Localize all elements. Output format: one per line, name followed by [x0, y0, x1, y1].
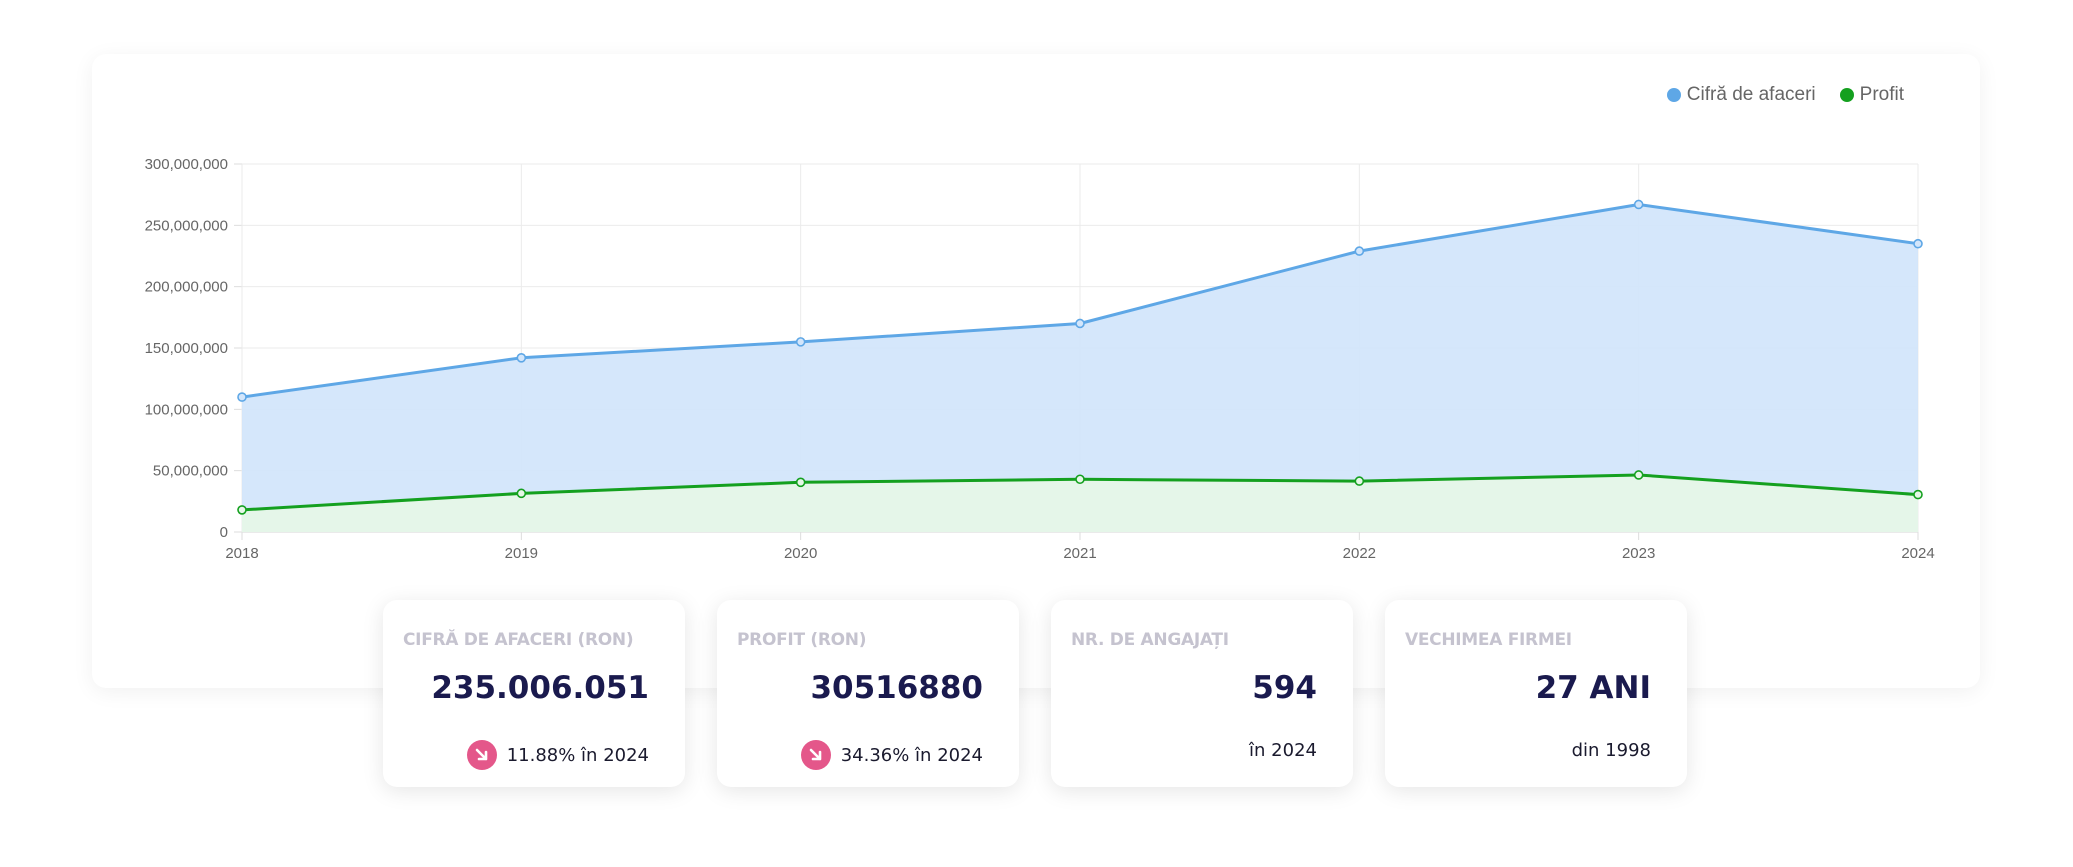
- stat-value: 27 ANI: [1535, 670, 1651, 706]
- y-tick-label: 150,000,000: [145, 340, 228, 357]
- y-tick-label: 0: [220, 524, 228, 541]
- data-point: [1633, 199, 1644, 210]
- chart-card: Cifră de afaceri Profit 0 50,000,000 100,0…: [92, 54, 1980, 688]
- data-point: [516, 353, 527, 363]
- stat-value: 30516880: [810, 670, 983, 706]
- data-point: [795, 477, 806, 488]
- stat-subtext: 11.88% în 2024: [466, 740, 649, 770]
- stat-value: 594: [1252, 670, 1317, 706]
- x-tick-label: 2019: [505, 545, 538, 562]
- area-chart: 0 50,000,000 100,000,000 150,000,000 200,000…: [145, 156, 1935, 562]
- data-point: [237, 505, 247, 515]
- stat-since-text: din 1998: [1571, 740, 1651, 761]
- x-tick-label: 2022: [1343, 545, 1376, 562]
- x-tick-label: 2018: [225, 545, 258, 562]
- x-tick-label: 2021: [1063, 545, 1096, 562]
- stat-trend-text: 34.36% în 2024: [840, 744, 983, 766]
- data-point: [1633, 470, 1644, 480]
- stat-title: NR. DE ANGAJAȚI: [1071, 630, 1229, 650]
- data-point: [1075, 318, 1085, 329]
- stat-subtext: 34.36% în 2024: [800, 740, 983, 770]
- y-tick-label: 200,000,000: [145, 279, 228, 296]
- x-tick-label: 2023: [1622, 545, 1655, 562]
- stat-card-employees: NR. DE ANGAJAȚI 594 în 2024: [1051, 600, 1353, 787]
- stat-title: VECHIMEA FIRMEI: [1405, 630, 1572, 650]
- series-area-0: [242, 204, 1918, 532]
- y-tick-label: 300,000,000: [145, 156, 228, 173]
- stat-title: PROFIT (RON): [737, 630, 867, 650]
- legend-dot-icon: [1666, 88, 1681, 102]
- stat-card-revenue: CIFRĂ DE AFACERI (RON) 235.006.051 11.88…: [383, 600, 685, 787]
- chart-legend: Cifră de afaceri Profit: [1666, 84, 1904, 106]
- data-point: [516, 488, 527, 499]
- data-point: [1354, 476, 1365, 486]
- data-point: [1354, 246, 1365, 256]
- legend-label-revenue: Cifră de afaceri: [1686, 84, 1816, 105]
- arrow-down-right-icon: [800, 740, 831, 770]
- data-point: [237, 392, 247, 402]
- stat-year-text: în 2024: [1249, 740, 1317, 761]
- stat-trend-text: 11.88% în 2024: [506, 744, 649, 766]
- stat-title: CIFRĂ DE AFACERI (RON): [403, 630, 634, 650]
- arrow-down-right-icon: [466, 740, 497, 770]
- legend-label-profit: Profit: [1859, 84, 1904, 105]
- stat-card-company-age: VECHIMEA FIRMEI 27 ANI din 1998: [1385, 600, 1687, 787]
- data-point: [1913, 489, 1923, 500]
- y-tick-label: 250,000,000: [145, 217, 228, 234]
- data-point: [1075, 474, 1085, 485]
- stat-value: 235.006.051: [431, 670, 649, 706]
- stat-card-profit: PROFIT (RON) 30516880 34.36% în 2024: [717, 600, 1019, 787]
- stat-subtext: din 1998: [1572, 740, 1651, 761]
- y-tick-label: 50,000,000: [153, 463, 228, 480]
- y-tick-label: 100,000,000: [145, 401, 228, 418]
- stats-row: CIFRĂ DE AFACERI (RON) 235.006.051 11.88…: [383, 600, 1687, 787]
- x-tick-label: 2024: [1901, 545, 1934, 562]
- data-point: [795, 337, 806, 347]
- data-point: [1913, 238, 1923, 249]
- legend-item-revenue[interactable]: Cifră de afaceri: [1666, 84, 1816, 106]
- legend-dot-icon: [1839, 88, 1854, 102]
- stat-subtext: în 2024: [1249, 740, 1317, 761]
- x-tick-label: 2020: [784, 545, 817, 562]
- legend-item-profit[interactable]: Profit: [1839, 84, 1904, 106]
